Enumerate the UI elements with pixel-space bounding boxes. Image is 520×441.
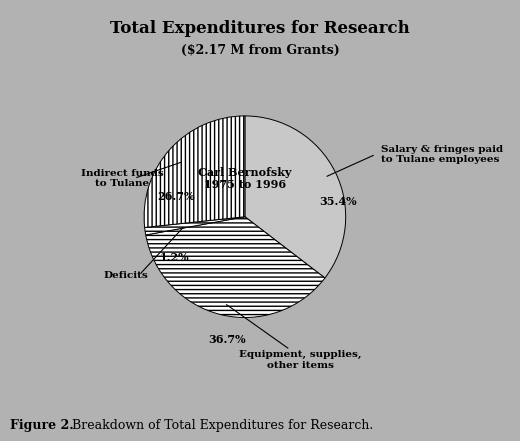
Text: Deficits: Deficits [103,271,148,280]
Text: Equipment, supplies,
other items: Equipment, supplies, other items [239,350,361,370]
Wedge shape [144,116,245,228]
Wedge shape [145,217,245,235]
Wedge shape [146,217,325,318]
Text: Breakdown of Total Expenditures for Research.: Breakdown of Total Expenditures for Rese… [60,419,373,432]
Wedge shape [245,116,346,278]
Text: 36.7%: 36.7% [208,334,245,345]
Text: Carl Bernofsky
1975 to 1996: Carl Bernofsky 1975 to 1996 [198,167,292,191]
Text: 1.2%: 1.2% [160,251,189,262]
Text: ($2.17 M from Grants): ($2.17 M from Grants) [180,44,340,57]
Text: Figure 2.: Figure 2. [10,419,74,432]
Text: Indirect funds
to Tulane: Indirect funds to Tulane [81,169,163,188]
Text: Salary & fringes paid
to Tulane employees: Salary & fringes paid to Tulane employee… [381,145,503,164]
Text: Total Expenditures for Research: Total Expenditures for Research [110,20,410,37]
Text: 35.4%: 35.4% [319,196,356,207]
Text: 26.7%: 26.7% [158,191,195,202]
